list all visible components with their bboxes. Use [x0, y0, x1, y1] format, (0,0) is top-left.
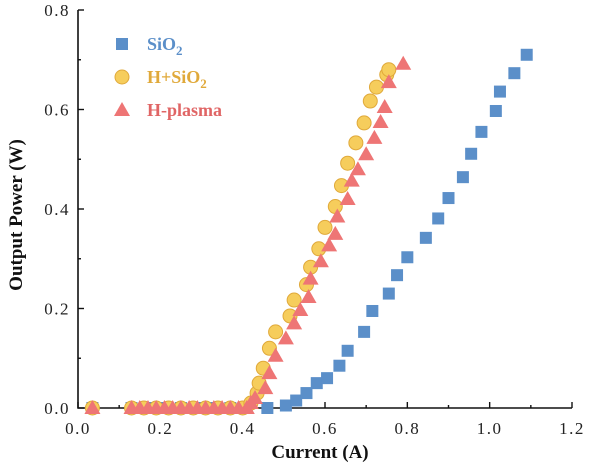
data-point-triangle	[267, 347, 284, 362]
data-series	[84, 48, 533, 416]
data-point-square	[493, 85, 506, 98]
x-tick-label: 1.2	[559, 419, 585, 438]
legend-label: H-plasma	[147, 100, 222, 120]
data-point-square	[366, 304, 379, 317]
data-point-square	[333, 359, 346, 372]
data-point-circle	[368, 79, 384, 95]
data-point-triangle	[261, 365, 278, 380]
data-point-triangle	[343, 172, 360, 187]
data-point-square	[419, 231, 432, 244]
data-point-square	[465, 147, 478, 160]
data-point-square	[261, 402, 274, 414]
data-point-square	[382, 287, 395, 300]
series-h-plasma	[84, 55, 412, 414]
data-point-triangle	[339, 191, 356, 206]
data-point-triangle	[84, 400, 101, 414]
legend-marker-square	[116, 38, 128, 50]
legend-label-main: H+SiO	[147, 67, 200, 87]
data-point-circle	[317, 219, 333, 235]
x-tick-label: 0.4	[230, 419, 256, 438]
x-tick-label: 0.8	[394, 419, 420, 438]
data-point-square	[290, 394, 303, 407]
data-point-triangle	[327, 225, 344, 240]
data-point-circle	[327, 199, 343, 215]
legend-label-subscript: 2	[200, 76, 207, 91]
data-point-square	[300, 387, 313, 400]
data-point-square	[508, 67, 521, 80]
data-point-circle	[286, 292, 302, 308]
y-tick-label: 0.2	[44, 300, 70, 319]
data-point-triangle	[277, 330, 294, 345]
data-point-square	[391, 269, 404, 282]
data-point-square	[401, 251, 414, 264]
data-point-circle	[356, 115, 372, 131]
data-point-square	[489, 104, 502, 117]
legend-marker-circle	[114, 69, 130, 85]
data-point-triangle	[395, 55, 412, 70]
data-point-triangle	[247, 390, 264, 405]
data-point-triangle	[257, 380, 274, 395]
data-point-triangle	[329, 208, 346, 223]
data-point-square	[310, 377, 323, 390]
legend-label: SiO2	[147, 34, 183, 58]
legend-marker-triangle	[114, 102, 130, 116]
data-point-square	[442, 192, 455, 205]
x-tick-label: 0.2	[147, 419, 173, 438]
data-point-triangle	[312, 253, 329, 268]
data-point-triangle	[300, 289, 317, 304]
x-tick-label: 1.0	[477, 419, 503, 438]
data-point-square	[456, 171, 469, 184]
x-tick-label: 0.0	[65, 419, 91, 438]
data-point-square	[432, 212, 445, 225]
data-point-triangle	[292, 301, 309, 316]
data-point-circle	[340, 155, 356, 171]
legend-item: H-plasma	[114, 100, 222, 120]
y-tick-label: 0.6	[44, 101, 70, 120]
data-point-triangle	[349, 161, 366, 176]
data-point-circle	[362, 93, 378, 109]
data-point-triangle	[302, 270, 319, 285]
data-point-triangle	[372, 113, 389, 128]
x-axis-title: Current (A)	[271, 442, 368, 463]
data-point-square	[279, 399, 292, 412]
y-axis-title: Output Power (W)	[6, 139, 27, 291]
data-point-triangle	[376, 99, 393, 114]
y-tick-label: 0.4	[44, 200, 70, 219]
y-tick-label: 0.8	[44, 1, 70, 20]
data-point-triangle	[380, 74, 397, 89]
legend-label-subscript: 2	[176, 43, 183, 58]
data-point-square	[358, 325, 371, 338]
data-point-square	[475, 125, 488, 138]
legend-label-main: H-plasma	[147, 100, 222, 120]
data-point-square	[321, 372, 334, 385]
data-point-circle	[261, 340, 277, 356]
axes: 0.0 0.2 0.4 0.6 0.8 1.0 1.2 0.0 0.2 0.4 0.6 0.8	[44, 1, 585, 438]
data-point-square	[520, 48, 533, 61]
data-point-triangle	[366, 129, 383, 144]
legend-label: H+SiO2	[147, 67, 207, 91]
legend-label-main: SiO	[147, 34, 176, 54]
legend-item: SiO2	[116, 34, 183, 58]
data-point-square	[341, 344, 354, 357]
data-point-triangle	[358, 146, 375, 161]
x-tick-label: 0.6	[312, 419, 338, 438]
data-point-triangle	[286, 315, 303, 330]
y-tick-label: 0.0	[44, 399, 70, 418]
legend-item: H+SiO2	[114, 67, 207, 91]
data-point-circle	[268, 324, 284, 340]
data-point-circle	[348, 135, 364, 151]
data-point-triangle	[321, 237, 338, 252]
series-h-sio2	[84, 62, 397, 416]
